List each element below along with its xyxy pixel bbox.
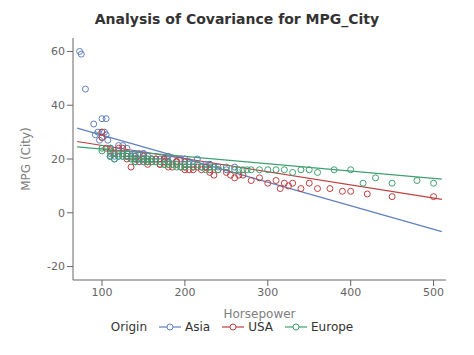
svg-text:300: 300 bbox=[257, 286, 278, 299]
svg-text:MPG (City): MPG (City) bbox=[19, 127, 33, 191]
html-text:Asia: Asia bbox=[185, 320, 211, 334]
html-text:Origin: Origin bbox=[110, 320, 147, 334]
svg-text:Horsepower: Horsepower bbox=[223, 307, 295, 321]
svg-text:60: 60 bbox=[51, 45, 65, 58]
html-text:Europe: Europe bbox=[311, 320, 354, 334]
html-text:USA: USA bbox=[248, 320, 273, 334]
svg-text:100: 100 bbox=[92, 286, 113, 299]
svg-text:200: 200 bbox=[174, 286, 195, 299]
svg-text:0: 0 bbox=[58, 207, 65, 220]
svg-text:400: 400 bbox=[340, 286, 361, 299]
svg-text:-20: -20 bbox=[47, 260, 65, 273]
svg-text:20: 20 bbox=[51, 153, 65, 166]
svg-text:500: 500 bbox=[423, 286, 444, 299]
svg-text:40: 40 bbox=[51, 99, 65, 112]
html-text:Analysis of Covariance for MPG: Analysis of Covariance for MPG_City bbox=[94, 11, 380, 27]
